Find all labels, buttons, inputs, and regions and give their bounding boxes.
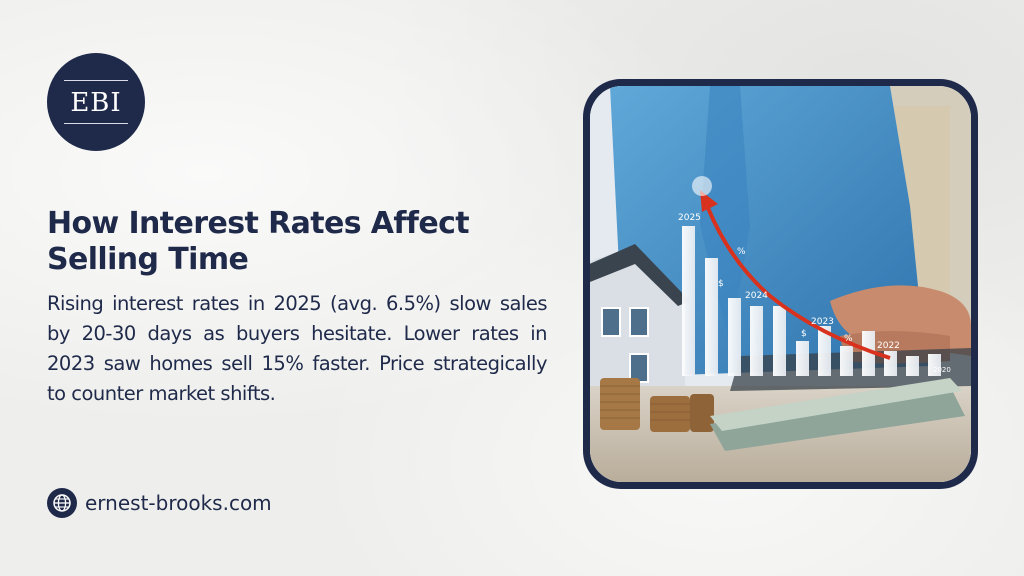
year-label-2022: 2022 bbox=[877, 341, 900, 351]
photo-frame: 2025 2024 2023 2022 2020 % $ $ % bbox=[583, 79, 978, 489]
website-url[interactable]: ernest-brooks.com bbox=[85, 491, 272, 515]
year-label-2023: 2023 bbox=[811, 317, 834, 327]
logo-bottom-rule bbox=[64, 123, 128, 124]
symbol-dollar-2: $ bbox=[801, 329, 807, 339]
year-label-2020: 2020 bbox=[933, 366, 951, 374]
symbol-percent-2: % bbox=[844, 334, 853, 344]
headline: How Interest Rates Affect Selling Time bbox=[47, 206, 470, 277]
logo-top-rule bbox=[64, 80, 128, 81]
year-label-2024: 2024 bbox=[745, 291, 768, 301]
photo-illustration: 2025 2024 2023 2022 2020 % $ $ % bbox=[590, 86, 971, 482]
symbol-percent-1: % bbox=[737, 247, 746, 257]
globe-icon bbox=[47, 488, 77, 518]
logo-text: EBI bbox=[70, 88, 122, 118]
website-link[interactable]: ernest-brooks.com bbox=[47, 486, 272, 520]
year-label-2025: 2025 bbox=[678, 213, 701, 223]
real-estate-photo: 2025 2024 2023 2022 2020 % $ $ % bbox=[590, 86, 971, 482]
ebi-logo: EBI bbox=[47, 53, 145, 151]
body-paragraph: Rising interest rates in 2025 (avg. 6.5%… bbox=[47, 292, 548, 405]
symbol-dollar-1: $ bbox=[718, 279, 724, 289]
